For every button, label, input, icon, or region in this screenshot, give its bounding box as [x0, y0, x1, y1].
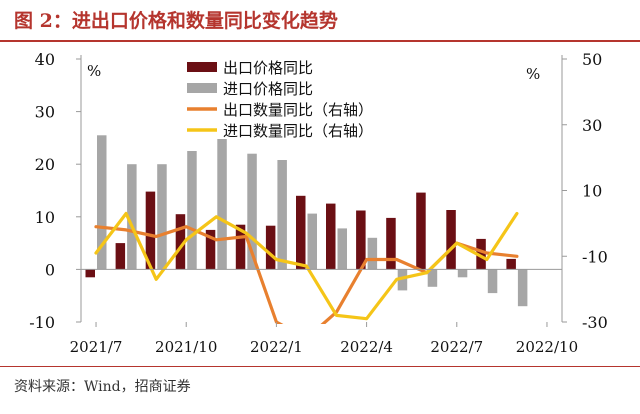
right-axis-tick-label: -30: [582, 313, 608, 332]
axes-layer: -10 0 10 20 30 40 -30 -10 10 30 50% % 2021/7 2021/10 2…: [29, 50, 608, 356]
bar-export-price: [85, 269, 95, 278]
x-axis-tick-label: 2022/4: [340, 338, 393, 356]
bar-import-price: [457, 269, 468, 278]
left-axis-tick-label: -10: [29, 313, 55, 332]
left-axis-tick-label: 0: [45, 260, 55, 279]
right-axis-tick-label: 50: [582, 50, 602, 69]
left-axis-tick-label: 30: [35, 103, 55, 122]
left-axis-unit: %: [87, 62, 101, 80]
legend-label: 出口数量同比（右轴）: [223, 101, 373, 119]
bar-export-price: [265, 225, 276, 270]
title-divider: [0, 40, 640, 42]
left-axis-tick-label: 20: [35, 155, 55, 174]
bar-import-price: [337, 228, 347, 270]
bar-export-price: [356, 210, 366, 270]
bar-import-price: [277, 160, 287, 270]
source-note: 资料来源：Wind，招商证券: [14, 379, 191, 395]
right-axis-tick-label: 30: [582, 116, 602, 135]
bar-import-price: [157, 164, 167, 270]
chart: -10 0 10 20 30 40 -30 -10 10 30 50% % 2021/7 2021/10 2…: [29, 50, 608, 356]
bar-export-price: [416, 192, 426, 270]
bar-import-price: [127, 164, 137, 270]
bar-import-price: [307, 213, 317, 270]
bar-export-price: [296, 195, 306, 270]
x-axis-tick-label: 2021/7: [70, 338, 123, 356]
bar-export-price: [145, 191, 156, 270]
x-axis-tick-label: 2022/1: [250, 338, 303, 356]
bar-export-price: [175, 214, 186, 270]
x-axis-tick-label: 2022/7: [430, 338, 483, 356]
legend-label: 进口数量同比（右轴）: [223, 122, 373, 140]
right-axis-unit: %: [526, 65, 540, 83]
x-axis-tick-label: 2021/10: [155, 338, 217, 356]
bar-import-price: [367, 237, 378, 270]
right-axis-tick-label: 10: [582, 182, 602, 201]
line-import-volume: [94, 211, 519, 321]
line-layer: [94, 211, 519, 324]
bar-export-price: [205, 229, 216, 270]
legend-swatch: [187, 62, 217, 72]
bar-import-price: [97, 135, 107, 270]
left-axis-tick-label: 40: [35, 50, 55, 69]
legend-swatch: [187, 83, 217, 93]
legend-label: 进口价格同比: [223, 80, 313, 98]
bar-import-price: [397, 269, 408, 291]
bar-export-price: [386, 217, 396, 270]
bar-export-price: [446, 210, 456, 270]
x-axis-tick-label: 2022/10: [516, 338, 578, 356]
footer-divider: [0, 366, 640, 367]
bar-import-price: [217, 139, 227, 270]
right-axis-tick-label: -10: [582, 247, 608, 266]
bar-export-price: [506, 258, 516, 270]
bar-export-price: [235, 224, 246, 270]
bar-layer: [85, 135, 528, 307]
bar-export-price: [326, 203, 336, 270]
bar-import-price: [187, 151, 197, 270]
bar-import-price: [427, 269, 438, 287]
bar-import-price: [247, 153, 257, 270]
bar-export-price: [115, 243, 126, 270]
bar-import-price: [487, 269, 498, 294]
bar-import-price: [517, 269, 528, 307]
figure-title: 图 2：进出口价格和数量同比变化趋势: [14, 10, 338, 32]
bar-export-price: [476, 238, 486, 270]
left-axis-tick-label: 10: [35, 208, 55, 227]
legend-label: 出口价格同比: [223, 59, 313, 77]
